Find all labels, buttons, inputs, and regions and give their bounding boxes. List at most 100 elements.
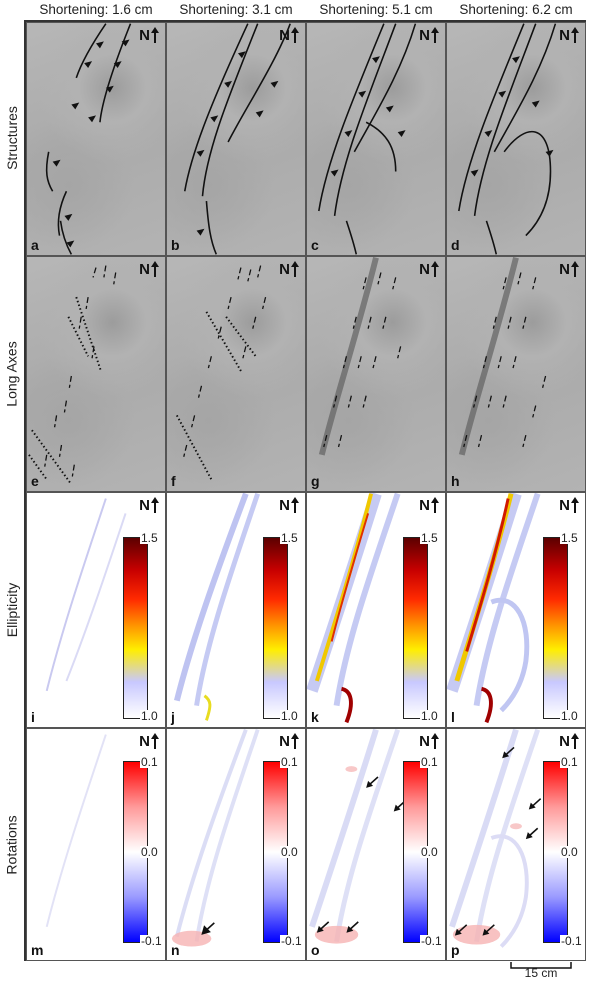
ellipticity-max-k: 1.5 xyxy=(420,531,439,545)
panel-letter-g: g xyxy=(311,473,320,489)
panel-letter-k: k xyxy=(311,709,319,725)
north-arrow-m: N xyxy=(139,733,159,750)
long-axes-map-f xyxy=(175,265,267,480)
rotation-min-n: -0.1 xyxy=(280,934,303,948)
row-label-structures: Structures xyxy=(0,20,24,256)
north-label-f: N xyxy=(279,261,290,278)
north-arrow-p: N xyxy=(559,733,579,750)
ellipticity-map-l xyxy=(447,493,541,724)
north-arrow-k: N xyxy=(419,497,439,514)
panel-letter-f: f xyxy=(171,473,176,489)
ellipticity-colorbar-l xyxy=(543,537,568,719)
row-label-long-axes-text: Long Axes xyxy=(4,341,21,407)
ellipticity-colorbar-k xyxy=(403,537,428,719)
north-arrow-g: N xyxy=(419,261,439,278)
rotation-min-o: -0.1 xyxy=(420,934,443,948)
panel-i: N 1.5 1.0 i xyxy=(26,492,166,728)
panel-letter-b: b xyxy=(171,237,180,253)
ellipticity-map-j xyxy=(173,493,261,721)
north-label-b: N xyxy=(279,27,290,44)
column-heading-4: Shortening: 6.2 cm xyxy=(459,2,573,17)
column-heading-2: Shortening: 3.1 cm xyxy=(179,2,293,17)
ellipticity-map-k xyxy=(307,493,401,724)
north-label-e: N xyxy=(139,261,150,278)
panel-a: N a xyxy=(26,22,166,256)
panel-letter-m: m xyxy=(31,942,44,958)
panel-g: N g xyxy=(306,256,446,492)
panel-f: N f xyxy=(166,256,306,492)
ellipticity-min-k: 1.0 xyxy=(420,709,439,723)
rotation-map-m xyxy=(45,734,107,928)
north-label-n: N xyxy=(279,733,290,750)
panel-letter-d: d xyxy=(451,237,460,253)
panel-letter-j: j xyxy=(171,709,175,725)
row-label-rotations-text: Rotations xyxy=(4,814,20,875)
scale-bar xyxy=(510,962,572,969)
north-arrow-icon xyxy=(431,497,439,513)
fault-map-d xyxy=(458,23,557,255)
north-arrow-icon xyxy=(431,27,439,43)
ellipticity-colorbar-i xyxy=(123,537,148,719)
north-arrow-icon xyxy=(151,733,159,749)
north-arrow-j: N xyxy=(279,497,299,514)
north-arrow-f: N xyxy=(279,261,299,278)
panel-letter-a: a xyxy=(31,237,39,253)
north-label-i: N xyxy=(139,497,150,514)
rotation-min-p: -0.1 xyxy=(560,934,583,948)
north-label-j: N xyxy=(279,497,290,514)
panel-l: N 1.5 1.0 l xyxy=(446,492,586,728)
north-arrow-e: N xyxy=(139,261,159,278)
north-arrow-h: N xyxy=(559,261,579,278)
long-axes-map-e xyxy=(28,265,117,485)
rotation-max-n: 0.1 xyxy=(280,755,299,769)
north-arrow-i: N xyxy=(139,497,159,514)
long-axes-map-g xyxy=(318,257,402,456)
panel-e: N e xyxy=(26,256,166,492)
north-label-p: N xyxy=(559,733,570,750)
north-arrow-icon xyxy=(151,497,159,513)
ellipticity-min-j: 1.0 xyxy=(280,709,299,723)
north-label-k: N xyxy=(419,497,430,514)
panel-letter-p: p xyxy=(451,942,460,958)
north-arrow-o: N xyxy=(419,733,439,750)
north-arrow-icon xyxy=(571,261,579,277)
north-arrow-d: N xyxy=(559,27,579,44)
north-label-m: N xyxy=(139,733,150,750)
panel-n: N 0.1 0.0 -0.1 n xyxy=(166,728,306,961)
ellipticity-map-i xyxy=(45,498,127,692)
north-arrow-icon xyxy=(291,261,299,277)
panel-letter-o: o xyxy=(311,942,320,958)
north-arrow-icon xyxy=(431,261,439,277)
panel-d: N d xyxy=(446,22,586,256)
rotation-mid-n: 0.0 xyxy=(280,845,299,859)
rotation-max-m: 0.1 xyxy=(140,755,159,769)
north-arrow-c: N xyxy=(419,27,439,44)
north-label-a: N xyxy=(139,27,150,44)
north-arrow-icon xyxy=(291,733,299,749)
scale-bar-label: 15 cm xyxy=(524,966,558,980)
column-heading-1: Shortening: 1.6 cm xyxy=(39,2,153,17)
column-heading-3: Shortening: 5.1 cm xyxy=(319,2,433,17)
panel-letter-e: e xyxy=(31,473,39,489)
rotation-min-m: -0.1 xyxy=(140,934,163,948)
north-arrow-b: N xyxy=(279,27,299,44)
row-label-ellipticity-text: Ellipticity xyxy=(4,582,20,638)
north-label-d: N xyxy=(559,27,570,44)
row-label-ellipticity: Ellipticity xyxy=(0,492,24,728)
rotation-max-p: 0.1 xyxy=(560,755,579,769)
panel-m: N 0.1 0.0 -0.1 m xyxy=(26,728,166,961)
rotation-map-o xyxy=(309,729,407,944)
north-arrow-icon xyxy=(291,497,299,513)
rotation-mid-m: 0.0 xyxy=(140,845,159,859)
panel-c: N c xyxy=(306,22,446,256)
ellipticity-colorbar-j xyxy=(263,537,288,719)
long-axes-map-h xyxy=(458,257,547,456)
panel-letter-h: h xyxy=(451,473,460,489)
ellipticity-min-i: 1.0 xyxy=(140,709,159,723)
row-label-rotations: Rotations xyxy=(0,728,24,961)
north-label-c: N xyxy=(419,27,430,44)
ellipticity-max-j: 1.5 xyxy=(280,531,299,545)
panel-letter-n: n xyxy=(171,942,180,958)
panel-letter-l: l xyxy=(451,709,455,725)
fault-map-a xyxy=(45,23,132,255)
